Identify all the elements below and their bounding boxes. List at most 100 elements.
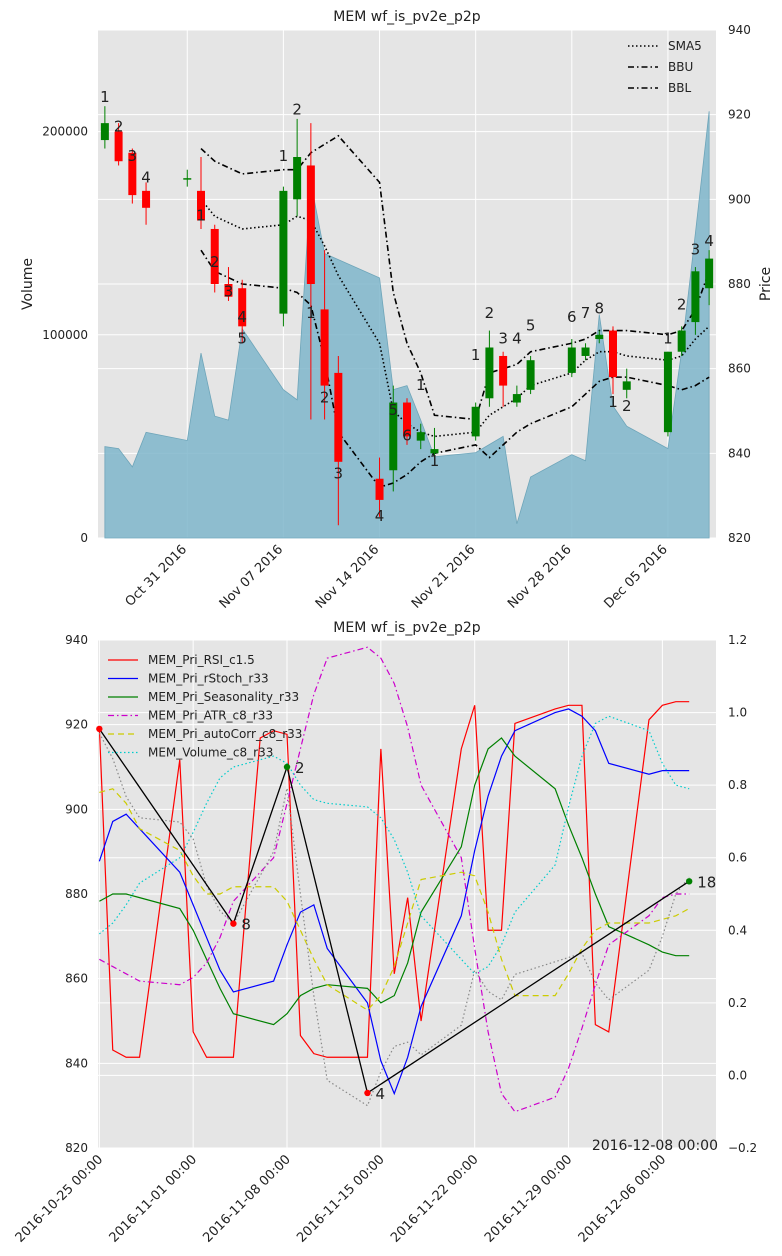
candle-count-label: 6 xyxy=(567,308,577,326)
series-line-mem-pri-seasonality-r33 xyxy=(99,737,690,1026)
zigzag-label: 18 xyxy=(697,873,716,891)
zigzag-point xyxy=(685,878,693,885)
candle-body xyxy=(485,347,494,399)
right-tick-label: −0.2 xyxy=(728,1141,757,1155)
left-tick-label: 900 xyxy=(65,802,88,816)
right-tick-label: 1.0 xyxy=(728,706,747,720)
candle-body xyxy=(512,394,521,403)
candle-body xyxy=(416,432,425,441)
zigzag-label: 2 xyxy=(295,759,305,777)
series-line-bbl xyxy=(200,249,710,489)
right-tick-label: 0.2 xyxy=(728,996,747,1010)
candle-body xyxy=(279,190,288,314)
price-tick-label: 860 xyxy=(728,362,751,376)
date-tick-label: Nov 21 2016 xyxy=(409,542,478,611)
candle-count-label: 1 xyxy=(196,207,206,225)
candle-count-label: 3 xyxy=(498,329,508,347)
candle-body xyxy=(663,351,672,433)
last-date-label: 2016-12-08 00:00 xyxy=(592,1138,718,1154)
candle-body xyxy=(334,372,343,462)
candle-count-label: 5 xyxy=(237,329,247,347)
bottom-right-ticks: −0.2 0.0 0.2 0.4 0.6 0.8 1.0 1.2 xyxy=(728,633,757,1155)
bottom-left-ticks: 820 840 860 880 900 920 940 xyxy=(65,633,88,1155)
left-tick-label: 940 xyxy=(65,633,88,647)
volume-area xyxy=(104,111,710,539)
legend-label: MEM_Pri_Seasonality_r33 xyxy=(148,690,299,704)
candle-count-label: 4 xyxy=(375,507,385,525)
candle-count-label: 4 xyxy=(237,308,247,326)
candle-count-label: 4 xyxy=(141,168,151,186)
date-tick-label: Dec 05 2016 xyxy=(601,542,670,611)
series-line-price-dotted xyxy=(98,732,690,1107)
candle-count-label: 1 xyxy=(471,346,481,364)
candle-count-label: 3 xyxy=(691,240,701,258)
left-tick-label: 860 xyxy=(65,972,88,986)
volume-tick-label: 0 xyxy=(80,531,88,545)
candle-body xyxy=(293,157,302,200)
legend-label: MEM_Pri_ATR_c8_r33 xyxy=(148,709,273,723)
zigzag-point xyxy=(364,1089,371,1097)
candle-body xyxy=(430,449,439,454)
right-tick-label: 0.0 xyxy=(728,1068,747,1082)
price-ticks: 820 840 860 880 900 920 940 xyxy=(728,23,751,545)
price-tick-label: 920 xyxy=(728,108,751,122)
legend-label: SMA5 xyxy=(668,39,702,53)
left-tick-label: 920 xyxy=(65,718,88,732)
bottom-gridlines xyxy=(98,639,716,1149)
candle-body xyxy=(622,381,631,390)
series-line-mem-pri-rsi-c1-5 xyxy=(98,701,690,1058)
legend-label: BBU xyxy=(668,60,693,74)
volume-axis-label: Volume xyxy=(20,258,36,310)
volume-area-shape xyxy=(104,111,710,539)
candle-count-label: 4 xyxy=(704,232,714,250)
candle-body xyxy=(471,406,480,437)
date-tick-label: Oct 31 2016 xyxy=(123,542,190,609)
price-tick-label: 880 xyxy=(728,277,751,291)
price-tick-label: 900 xyxy=(728,192,751,206)
candle-body xyxy=(389,402,398,471)
left-tick-label: 880 xyxy=(65,887,88,901)
legend-label: BBL xyxy=(668,81,691,95)
candle-count-label: 1 xyxy=(100,88,110,106)
zigzag-point xyxy=(96,725,103,733)
candle-body xyxy=(128,152,137,196)
candle-count-label: 4 xyxy=(512,329,522,347)
candle-count-label: 7 xyxy=(581,304,591,322)
date-tick-label: 2016-11-01 00:00 xyxy=(107,1152,200,1245)
zigzag-point xyxy=(283,763,291,771)
candle-body xyxy=(197,190,205,221)
zigzag-label: 4 xyxy=(375,1085,385,1103)
bottom-chart-title: MEM wf_is_pv2e_p2p xyxy=(333,620,481,636)
price-axis-label: Price xyxy=(758,267,774,301)
candle-body xyxy=(375,478,384,500)
indicator-chart: 8 2 4 18 MEM wf_is_pv2e_p2p 820 840 860 880 900… xyxy=(13,620,757,1246)
candle-body xyxy=(100,123,109,141)
date-tick-label: 2016-11-29 00:00 xyxy=(482,1152,575,1245)
volume-tick-label: 200000 xyxy=(42,125,88,139)
price-tick-label: 840 xyxy=(728,446,751,460)
volume-ticks: 0 100000 200000 xyxy=(42,125,88,545)
top-date-ticks: Oct 31 2016 Nov 07 2016 Nov 14 2016 Nov 21 … xyxy=(123,542,671,611)
right-tick-label: 0.8 xyxy=(728,778,747,792)
candle-count-label: 1 xyxy=(306,304,316,322)
legend-label: MEM_Pri_autoCorr_c8_r33 xyxy=(148,727,302,741)
bottom-legend: MEM_Pri_RSI_c1.5 MEM_Pri_rStoch_r33 MEM_Pr… xyxy=(108,653,302,760)
series-line-mem-pri-autocorr-c8-r33 xyxy=(99,788,690,1011)
candle-body xyxy=(705,258,714,289)
candle-count-label: 3 xyxy=(334,465,344,483)
volume-tick-label: 100000 xyxy=(42,328,88,342)
date-tick-label: Nov 07 2016 xyxy=(217,542,286,611)
candle-count-label: 1 xyxy=(663,329,673,347)
candle-count-label: 6 xyxy=(402,427,412,445)
candle-body xyxy=(403,402,411,437)
legend-label: MEM_Pri_rStoch_r33 xyxy=(148,672,269,686)
candle-body xyxy=(581,347,590,356)
date-tick-label: Nov 14 2016 xyxy=(313,542,382,611)
legend-label: MEM_Pri_RSI_c1.5 xyxy=(148,653,255,667)
candle-body xyxy=(609,330,617,378)
candle-count-label: 3 xyxy=(224,283,234,301)
candle-body xyxy=(320,309,329,386)
